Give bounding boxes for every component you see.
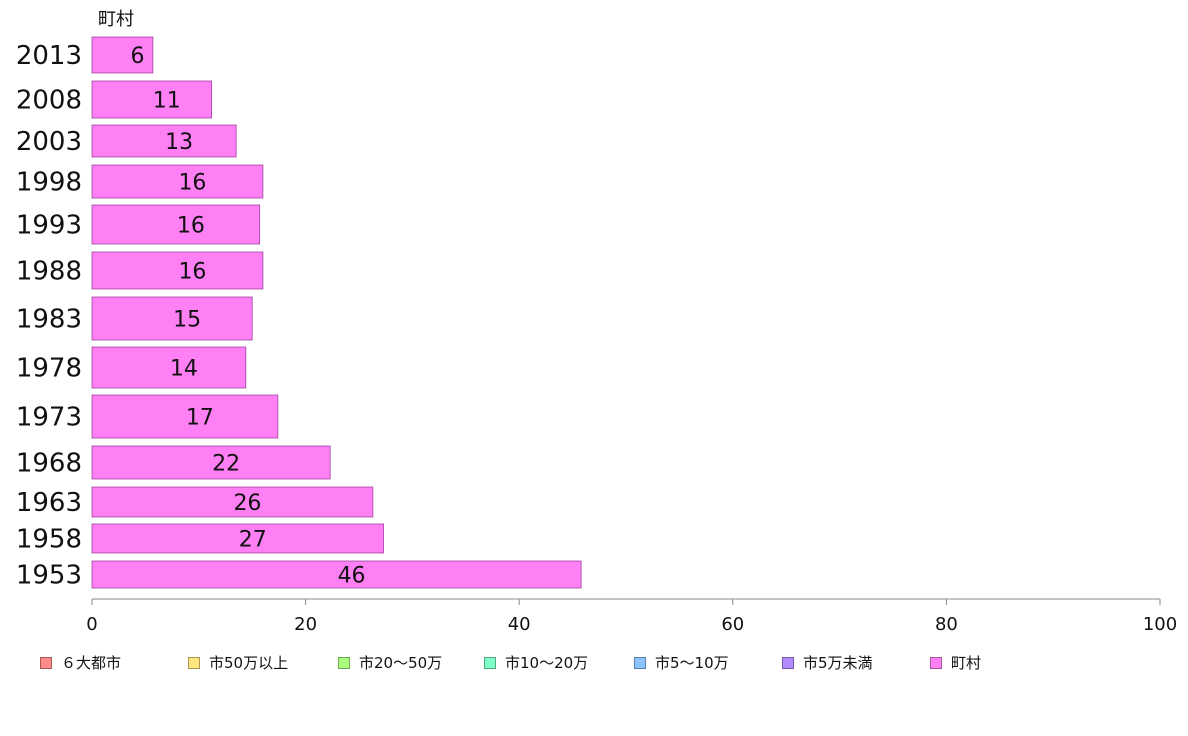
data-label: 22 xyxy=(212,452,240,477)
data-label: 16 xyxy=(178,171,206,196)
legend-label: 市50万以上 xyxy=(209,654,289,672)
x-tick-label: 20 xyxy=(294,614,317,635)
bar-1998 xyxy=(91,164,264,199)
data-label: 17 xyxy=(186,406,214,431)
bar-chart-plot: 2013 6 2008 11 2003 13 1998 16 1993 16 1988 16 1983 1… xyxy=(16,36,1177,635)
y-tick-label: 2013 xyxy=(16,41,82,71)
bar-1963 xyxy=(91,486,374,518)
legend-swatch xyxy=(484,656,496,669)
legend-label: 市10～20万 xyxy=(505,654,589,672)
legend-label: 市5～10万 xyxy=(655,654,729,672)
bar-2008 xyxy=(91,80,213,119)
legend-label: 市5万未満 xyxy=(803,654,873,672)
x-tick-label: 100 xyxy=(1143,614,1177,635)
y-tick-label: 1968 xyxy=(16,449,82,479)
y-tick-label: 1958 xyxy=(16,525,82,555)
legend-item: 町村 xyxy=(930,652,981,673)
legend-item: 市50万以上 xyxy=(188,652,288,673)
x-tick-label: 60 xyxy=(721,614,744,635)
bar-1958 xyxy=(91,523,384,554)
legend-item: 市20～50万 xyxy=(338,652,442,673)
legend-swatch xyxy=(634,656,646,669)
data-label: 11 xyxy=(153,89,181,114)
bar-2003 xyxy=(91,124,237,158)
y-tick-label: 1998 xyxy=(16,168,82,198)
y-tick-label: 1973 xyxy=(16,403,82,433)
bar-2013 xyxy=(91,36,154,74)
x-tick-label: 0 xyxy=(86,614,97,635)
y-tick-label: 1963 xyxy=(16,488,82,518)
legend-item: ６大都市 xyxy=(40,652,121,673)
y-tick-label: 1988 xyxy=(16,257,82,287)
y-tick-label: 2008 xyxy=(16,86,82,116)
x-tick-label: 40 xyxy=(508,614,531,635)
bar-1993 xyxy=(91,204,261,245)
bar-1978 xyxy=(91,346,247,389)
data-label: 16 xyxy=(178,260,206,285)
data-label: 27 xyxy=(239,528,267,553)
y-tick-label: 1953 xyxy=(16,561,82,591)
y-tick-label: 2003 xyxy=(16,127,82,157)
y-tick-label: 1993 xyxy=(16,211,82,241)
legend-label: ６大都市 xyxy=(61,654,122,672)
data-label: 46 xyxy=(338,564,366,589)
bar-1953 xyxy=(91,560,582,589)
data-label: 6 xyxy=(130,44,144,69)
data-label: 15 xyxy=(173,308,201,333)
legend-swatch xyxy=(930,656,942,669)
legend-swatch xyxy=(188,656,200,669)
data-label: 26 xyxy=(233,491,261,516)
chart-title: 町村 xyxy=(98,9,134,30)
y-tick-label: 1983 xyxy=(16,305,82,335)
bar-1988 xyxy=(91,251,264,290)
data-label: 13 xyxy=(165,130,193,155)
legend-item: 市10～20万 xyxy=(484,652,588,673)
legend-label: 町村 xyxy=(951,654,982,672)
legend-swatch xyxy=(782,656,794,669)
data-label: 14 xyxy=(170,357,198,382)
legend-swatch xyxy=(40,656,52,669)
legend-item: 市5～10万 xyxy=(634,652,729,673)
legend-item: 市5万未満 xyxy=(782,652,873,673)
data-label: 16 xyxy=(177,214,205,239)
legend-swatch xyxy=(338,656,350,669)
x-tick-label: 80 xyxy=(935,614,958,635)
bar-1973 xyxy=(91,394,279,439)
bar-1968 xyxy=(91,445,331,480)
y-tick-label: 1978 xyxy=(16,354,82,384)
legend-label: 市20～50万 xyxy=(359,654,443,672)
bar-1983 xyxy=(91,296,253,341)
